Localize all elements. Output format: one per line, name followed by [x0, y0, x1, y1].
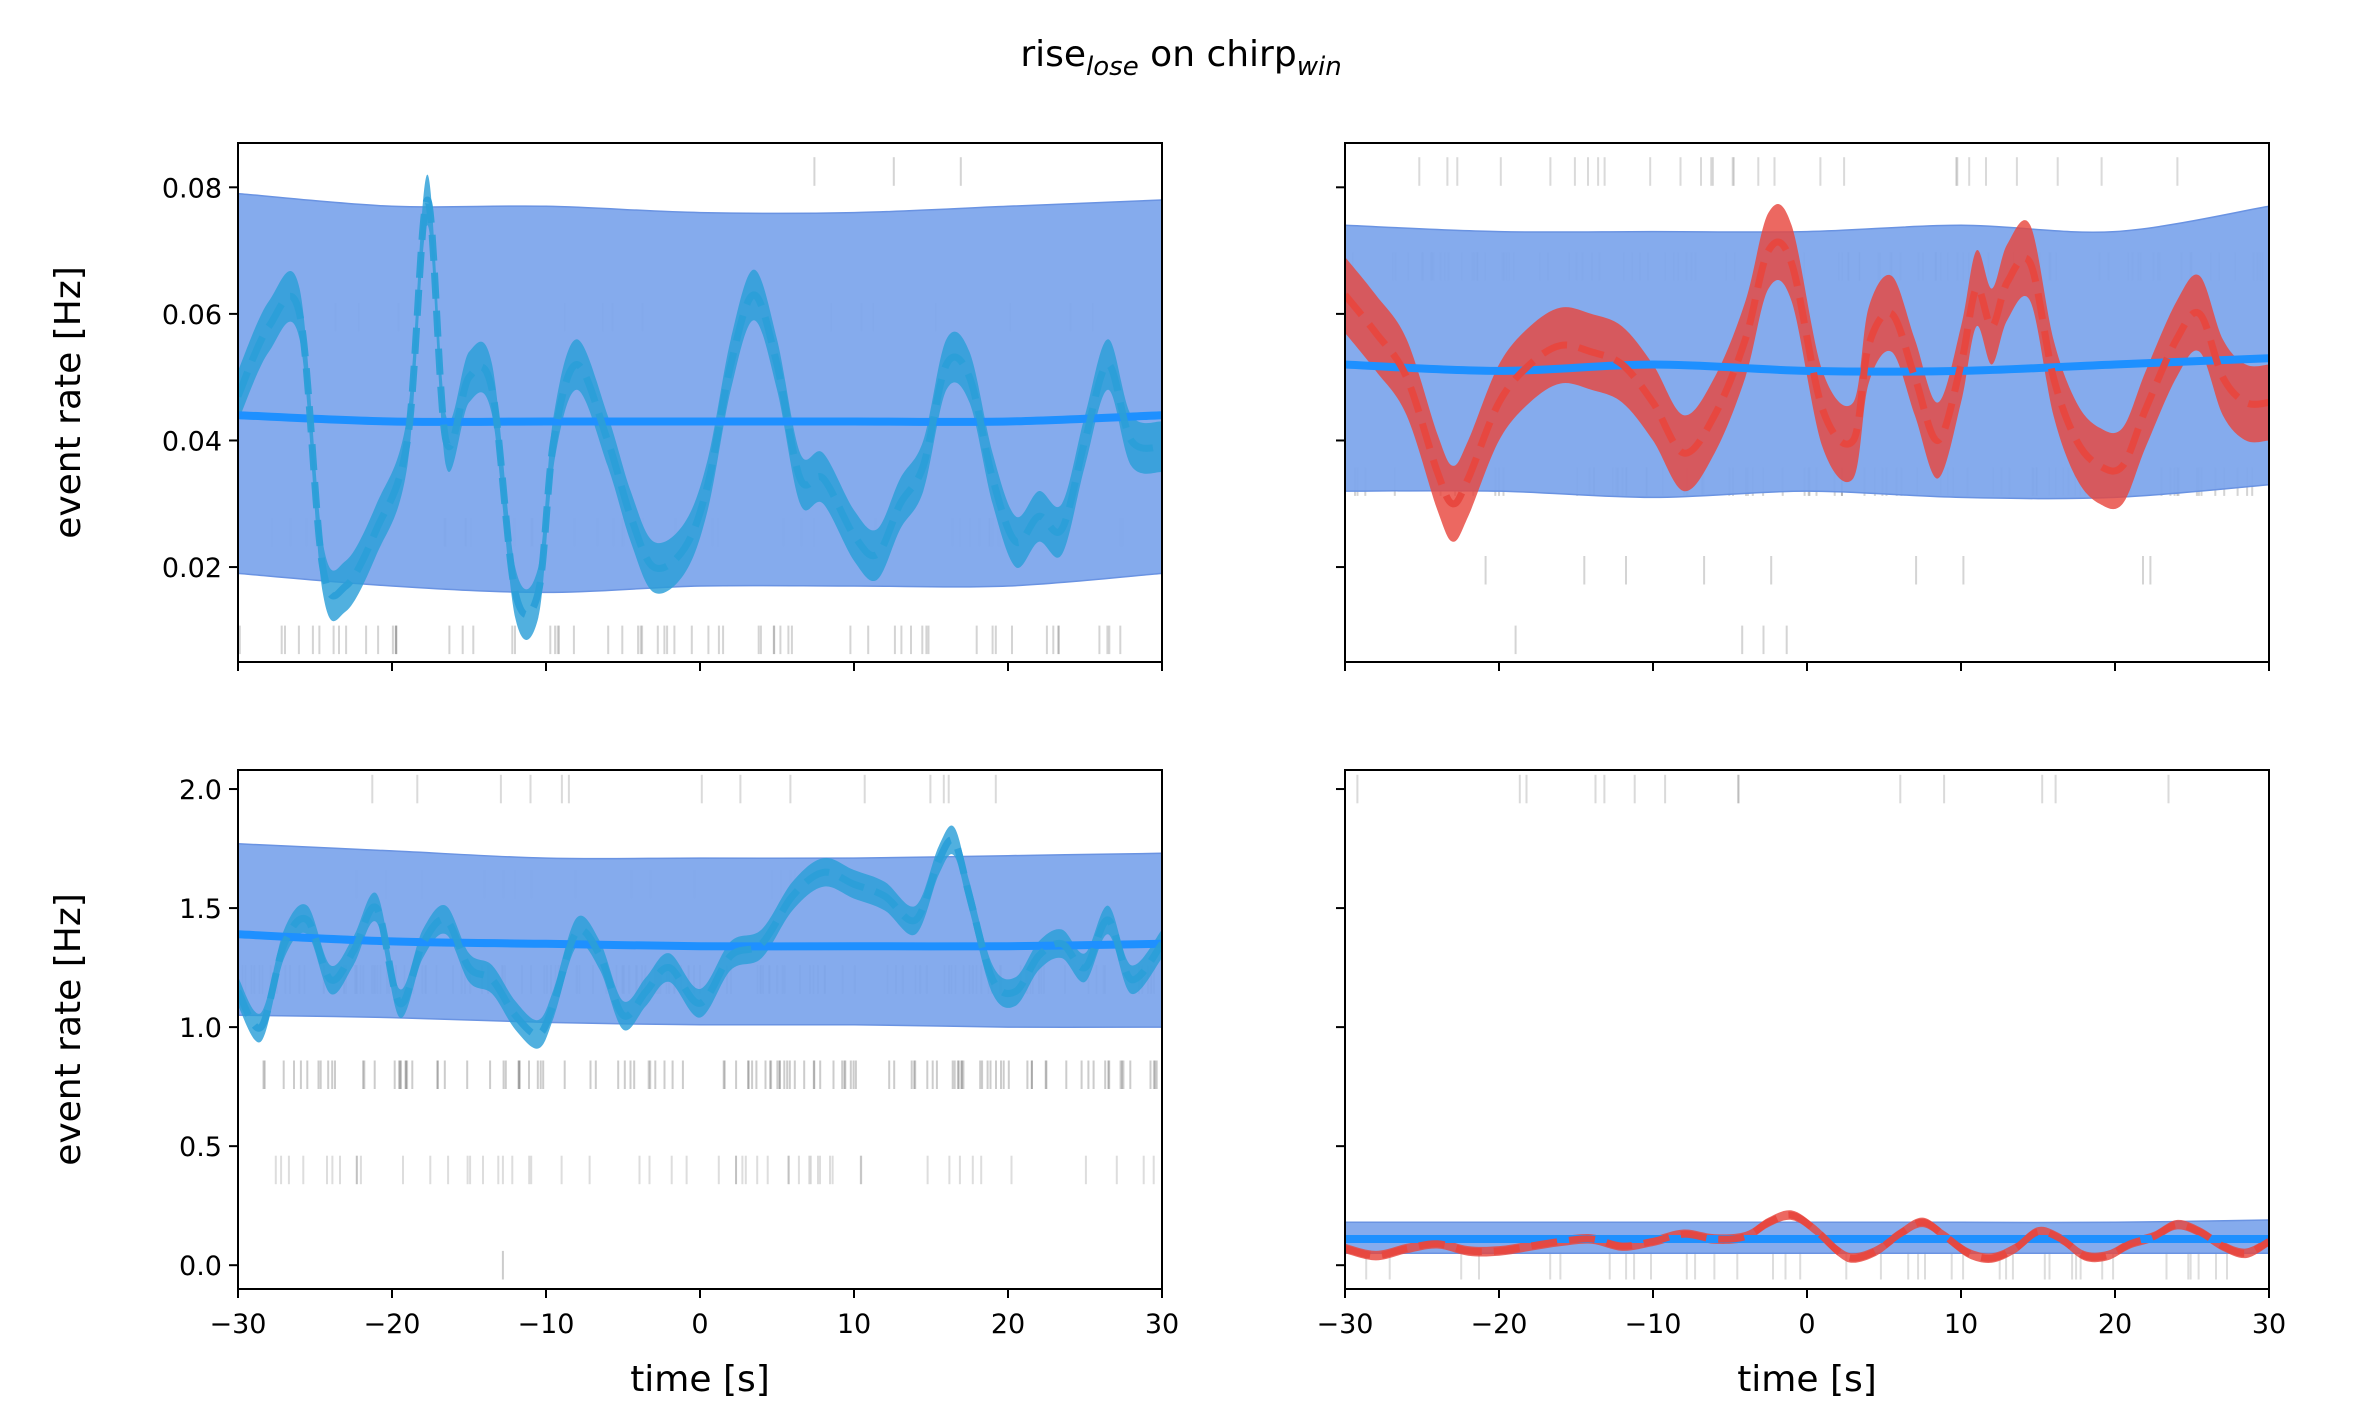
panel-top-left: 0.02 0.04 0.06 0.08 event rate [Hz]: [48, 142, 1163, 671]
y-tick-label: 0.08: [162, 173, 222, 204]
panel-bottom-left: −30 −20 −10 0 10 20 30 0.0 0.5 1.0 1.5 2.0 time [s] e…: [48, 769, 1179, 1400]
shuffled-band: [238, 193, 1162, 593]
title-subscript-win: win: [1297, 52, 1342, 82]
shuffled-band-upper-edge: [238, 843, 1162, 860]
x-tick-label: −10: [518, 1309, 575, 1340]
event-raster: [1356, 774, 2228, 1280]
x-tick-label: 30: [2252, 1309, 2286, 1340]
x-tick-label: 10: [1944, 1309, 1978, 1340]
observed-band: [238, 174, 1162, 640]
y-tick-label: 2.0: [179, 775, 222, 806]
observed-rate-line: [238, 836, 1162, 1038]
observed-rate-line: [1345, 238, 2269, 508]
x-tick-label: 10: [837, 1309, 871, 1340]
x-tick-label: −30: [1317, 1309, 1374, 1340]
x-tick-label: 20: [991, 1309, 1025, 1340]
x-tick-label: 0: [691, 1309, 708, 1340]
y-tick-label: 0.06: [162, 300, 222, 331]
panel-bottom-right: −30 −20 −10 0 10 20 30 time [s]: [1317, 769, 2286, 1400]
x-tick-label: 30: [1145, 1309, 1179, 1340]
y-tick-label: 1.0: [179, 1013, 222, 1044]
y-tick-label: 0.02: [162, 553, 222, 584]
title-middle: on chirp: [1139, 34, 1297, 75]
shuffled-band-upper-edge: [1345, 205, 2269, 234]
shuffled-band-lower-edge: [238, 572, 1162, 594]
shuffled-median-line: [1345, 354, 2269, 376]
observed-rate-line: [1345, 1211, 2269, 1262]
x-axis-label: time [s]: [1737, 1359, 1877, 1400]
shuffled-median-line: [238, 411, 1162, 426]
y-tick-label: 1.5: [179, 894, 222, 925]
y-axis-label: event rate [Hz]: [48, 266, 89, 539]
title-main: rise: [1020, 34, 1086, 75]
plot-area: [1345, 157, 2269, 655]
shuffled-band-upper-edge: [238, 192, 1162, 215]
title-subscript-lose: lose: [1086, 52, 1139, 82]
plot-area: [1345, 774, 2269, 1280]
x-tick-label: −10: [1625, 1309, 1682, 1340]
x-tick-label: −20: [364, 1309, 421, 1340]
shuffled-band-lower-edge: [238, 1014, 1162, 1029]
axes-frame: [237, 769, 1163, 1290]
panels: 0.02 0.04 0.06 0.08 event rate [Hz] −30 −20 −10…: [48, 142, 2286, 1400]
plot-area: [238, 157, 1162, 655]
x-axis-label: time [s]: [630, 1359, 770, 1400]
plot-area: [238, 774, 1162, 1280]
y-tick-label: 0.5: [179, 1132, 222, 1163]
shuffled-median-line: [238, 930, 1162, 951]
x-tick-label: 0: [1798, 1309, 1815, 1340]
figure-title: riselose on chirpwin: [1020, 34, 1341, 82]
x-tick-label: 20: [2098, 1309, 2132, 1340]
y-tick-label: 0.04: [162, 426, 222, 457]
y-axis-label: event rate [Hz]: [48, 893, 89, 1166]
x-tick-label: −20: [1471, 1309, 1528, 1340]
panel-top-right: [1336, 142, 2270, 671]
x-tick-label: −30: [210, 1309, 267, 1340]
y-tick-label: 0.0: [179, 1251, 222, 1282]
axes-frame: [1344, 769, 2270, 1290]
